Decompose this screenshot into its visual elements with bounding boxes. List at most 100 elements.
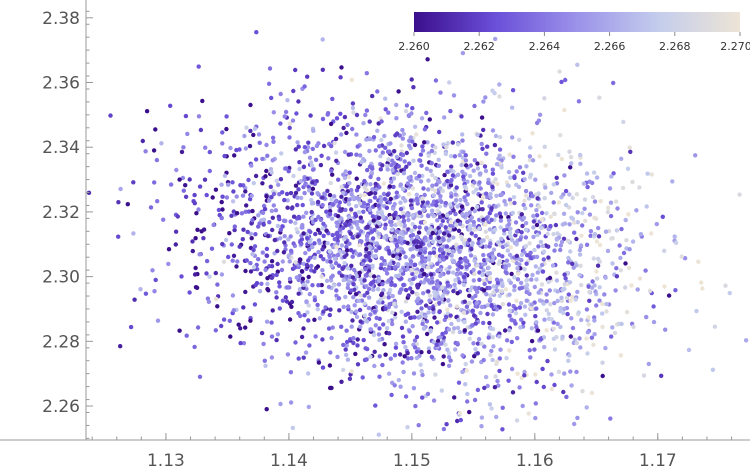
data-point bbox=[422, 271, 427, 277]
data-point bbox=[509, 339, 514, 345]
data-point bbox=[346, 174, 352, 180]
data-point bbox=[399, 236, 404, 241]
data-point bbox=[534, 120, 540, 126]
data-point bbox=[420, 148, 426, 153]
data-point bbox=[395, 172, 400, 177]
data-point bbox=[419, 163, 424, 168]
data-point bbox=[497, 211, 503, 216]
data-point bbox=[630, 179, 635, 185]
data-point bbox=[528, 250, 533, 255]
data-point bbox=[316, 283, 321, 288]
data-point bbox=[398, 222, 404, 227]
data-point bbox=[359, 298, 365, 303]
data-point bbox=[324, 278, 330, 283]
data-point bbox=[443, 288, 448, 293]
data-point bbox=[520, 403, 525, 409]
data-point bbox=[442, 182, 447, 187]
data-point bbox=[305, 145, 311, 150]
data-point bbox=[596, 225, 601, 231]
data-point bbox=[264, 253, 270, 258]
y-tick-label: 2.36 bbox=[42, 74, 80, 94]
data-point bbox=[283, 166, 289, 171]
data-point bbox=[412, 170, 418, 176]
data-point bbox=[389, 282, 394, 287]
data-point bbox=[467, 293, 472, 298]
data-point bbox=[419, 267, 425, 273]
data-point bbox=[618, 268, 623, 273]
data-point bbox=[345, 285, 350, 290]
data-point bbox=[451, 208, 456, 213]
data-point bbox=[637, 185, 642, 190]
data-point bbox=[313, 231, 318, 237]
data-point bbox=[337, 200, 342, 205]
data-point bbox=[371, 287, 376, 292]
data-point bbox=[305, 236, 310, 241]
data-point bbox=[439, 247, 444, 253]
data-point bbox=[455, 291, 460, 296]
data-point bbox=[344, 343, 349, 348]
data-point bbox=[611, 171, 616, 176]
data-point bbox=[400, 152, 406, 158]
data-point bbox=[140, 138, 145, 144]
data-point bbox=[334, 288, 339, 293]
data-point bbox=[673, 288, 678, 293]
data-point bbox=[557, 69, 562, 74]
data-point bbox=[309, 163, 315, 168]
data-point bbox=[353, 213, 359, 219]
data-point bbox=[281, 218, 287, 223]
data-point bbox=[603, 275, 608, 280]
data-point bbox=[464, 304, 470, 309]
data-point bbox=[479, 160, 484, 165]
data-point bbox=[252, 302, 258, 307]
data-point bbox=[488, 195, 493, 200]
data-point bbox=[376, 332, 382, 337]
data-point bbox=[481, 217, 486, 222]
data-point bbox=[264, 319, 270, 324]
data-point bbox=[529, 306, 534, 311]
data-point bbox=[506, 169, 512, 175]
data-point bbox=[597, 285, 602, 290]
data-point bbox=[278, 401, 283, 407]
data-point bbox=[421, 186, 426, 191]
data-point bbox=[409, 268, 414, 273]
data-point bbox=[432, 293, 437, 298]
data-point bbox=[296, 99, 301, 104]
data-point bbox=[484, 191, 489, 196]
data-point bbox=[541, 301, 546, 306]
data-point bbox=[534, 222, 540, 228]
data-point bbox=[243, 289, 248, 295]
data-point bbox=[243, 146, 248, 151]
data-point bbox=[398, 200, 403, 205]
data-point bbox=[308, 229, 313, 235]
data-point bbox=[384, 326, 390, 331]
data-point bbox=[376, 210, 381, 215]
data-point bbox=[394, 102, 399, 108]
data-point bbox=[432, 315, 437, 320]
data-point bbox=[448, 358, 453, 363]
data-point bbox=[623, 285, 628, 290]
data-point bbox=[574, 236, 579, 242]
data-point bbox=[497, 368, 502, 374]
data-point bbox=[377, 354, 382, 359]
data-point bbox=[374, 187, 379, 192]
data-point bbox=[534, 208, 539, 213]
data-point bbox=[342, 149, 348, 155]
data-point bbox=[426, 257, 431, 262]
data-point bbox=[551, 200, 556, 205]
data-point bbox=[379, 291, 385, 296]
data-point bbox=[370, 187, 375, 192]
data-point bbox=[297, 160, 302, 165]
data-point bbox=[350, 254, 355, 259]
data-point bbox=[377, 374, 382, 379]
data-point bbox=[288, 219, 293, 224]
data-point bbox=[407, 277, 412, 283]
data-point bbox=[207, 149, 212, 155]
data-point bbox=[436, 163, 442, 168]
data-point bbox=[354, 251, 359, 256]
data-point bbox=[241, 305, 246, 310]
data-point bbox=[532, 284, 537, 290]
data-point bbox=[406, 293, 411, 298]
data-point bbox=[628, 149, 633, 154]
data-point bbox=[439, 199, 444, 204]
data-point bbox=[288, 190, 294, 196]
